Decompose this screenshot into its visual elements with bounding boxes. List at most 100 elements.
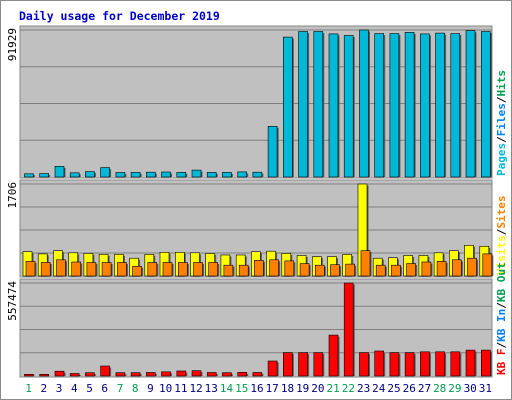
day-label-30: 30 [464, 382, 477, 395]
bar-pages-day-20 [313, 31, 324, 178]
bar-sites-day-17 [269, 259, 279, 277]
legend-entry: KB F [495, 349, 508, 376]
legend-entry: Visits [495, 235, 508, 275]
bar-pages-day-8 [130, 172, 141, 178]
legend-entry: / [495, 136, 508, 143]
legend-entry: Sites [495, 196, 508, 229]
bar-kb-f-day-23 [359, 352, 369, 377]
bar-kb-f-day-14 [222, 372, 232, 377]
bar-kb-f-day-21 [328, 334, 339, 377]
bar-kb-f-day-10 [161, 371, 171, 377]
day-label-10: 10 [159, 382, 172, 395]
day-label-11: 11 [174, 382, 187, 395]
bar-sites-day-15 [238, 264, 249, 277]
bar-sites-day-31 [482, 253, 493, 277]
day-label-24: 24 [372, 382, 386, 395]
day-label-9: 9 [147, 382, 154, 395]
day-label-5: 5 [86, 382, 93, 395]
bar-kb-f-day-30 [465, 349, 476, 377]
bar-sites-day-16 [254, 260, 264, 277]
bar-pages-day-16 [252, 171, 263, 178]
day-label-14: 14 [220, 382, 234, 395]
panel-bottom-legend: KB F/KB In/KB Out [495, 262, 508, 375]
day-label-27: 27 [418, 382, 431, 395]
bar-pages-day-21 [328, 33, 339, 178]
bar-kb-f-day-3 [54, 370, 65, 377]
bar-kb-f-day-29 [450, 351, 461, 377]
bar-sites-day-26 [406, 263, 416, 277]
bar-pages-day-27 [420, 33, 430, 178]
day-label-16: 16 [250, 382, 263, 395]
bar-pages-day-25 [389, 33, 400, 178]
day-label-2: 2 [40, 382, 47, 395]
bar-sites-day-10 [162, 262, 173, 277]
bar-kb-f-day-20 [313, 352, 324, 377]
day-label-13: 13 [205, 382, 218, 395]
bar-pages-day-29 [450, 33, 461, 178]
bar-pages-day-9 [146, 171, 156, 178]
day-label-8: 8 [132, 382, 139, 395]
bar-pages-day-3 [54, 166, 65, 178]
bar-pages-day-13 [206, 172, 217, 178]
legend-entry: KB In [495, 309, 508, 342]
bar-sites-day-8 [132, 265, 142, 277]
bar-kb-f-day-24 [374, 350, 385, 377]
bar-sites-day-11 [178, 262, 188, 277]
panel-top-ymax-label: 91929 [6, 28, 19, 61]
bar-kb-f-day-7 [115, 372, 126, 377]
bar-pages-day-24 [374, 33, 385, 178]
day-label-3: 3 [56, 382, 63, 395]
day-label-1: 1 [25, 382, 32, 395]
chart-panels: 91929Pages/Files/Hits1706Visits/Sites557… [6, 25, 508, 378]
bar-sites-day-9 [147, 262, 158, 277]
bar-kb-f-day-5 [85, 372, 95, 377]
day-label-21: 21 [326, 382, 339, 395]
bar-sites-day-25 [391, 264, 401, 277]
bar-sites-day-19 [299, 263, 310, 277]
day-label-19: 19 [296, 382, 309, 395]
panel-middle-legend: Visits/Sites [495, 196, 508, 276]
bar-kb-f-day-9 [146, 372, 156, 377]
bar-kb-f-day-4 [69, 373, 80, 377]
day-label-25: 25 [387, 382, 400, 395]
bar-pages-day-1 [24, 173, 34, 178]
day-label-20: 20 [311, 382, 324, 395]
bar-pages-day-30 [465, 30, 476, 178]
bar-kb-f-day-26 [404, 352, 415, 377]
bar-kb-f-day-15 [237, 371, 247, 377]
bar-kb-f-day-22 [343, 282, 354, 377]
bar-kb-f-day-8 [130, 372, 141, 377]
day-label-29: 29 [448, 382, 461, 395]
legend-entry: Files [495, 103, 508, 136]
day-axis: 1 2 3 4 5 6 7 8 9 10 11 12 13 14 15 16 17 18 19 20 21 22 23 24 2… [25, 382, 492, 395]
bar-pages-day-23 [359, 29, 369, 178]
bar-kb-f-day-1 [24, 373, 34, 377]
bar-kb-f-day-12 [191, 370, 202, 377]
bar-sites-day-27 [421, 261, 432, 277]
bar-kb-f-day-19 [298, 352, 308, 377]
day-label-26: 26 [403, 382, 416, 395]
bar-sites-day-4 [71, 261, 81, 277]
legend-entry: KB Out [495, 262, 508, 302]
bar-pages-day-4 [69, 172, 80, 178]
bar-sites-day-28 [436, 261, 447, 277]
legend-entry: / [495, 302, 508, 309]
bar-sites-day-22 [345, 263, 356, 277]
chart-title: Daily usage for December 2019 [19, 9, 220, 23]
bar-sites-day-14 [223, 264, 234, 277]
bar-sites-day-30 [467, 257, 477, 277]
bar-kb-f-day-25 [389, 352, 400, 377]
panel-middle: 1706 Visits/Sites [6, 179, 508, 278]
bar-sites-day-12 [193, 262, 203, 277]
day-label-4: 4 [71, 382, 78, 395]
bar-kb-f-day-11 [176, 370, 187, 377]
bar-pages-day-18 [282, 36, 293, 178]
bar-sites-day-5 [86, 262, 97, 277]
bar-pages-day-7 [115, 172, 126, 178]
bar-pages-day-26 [404, 31, 415, 178]
day-label-7: 7 [117, 382, 124, 395]
bar-kb-f-day-13 [206, 372, 217, 377]
bar-kb-f-day-31 [480, 349, 491, 377]
day-label-6: 6 [101, 382, 108, 395]
bar-pages-day-14 [222, 172, 232, 178]
